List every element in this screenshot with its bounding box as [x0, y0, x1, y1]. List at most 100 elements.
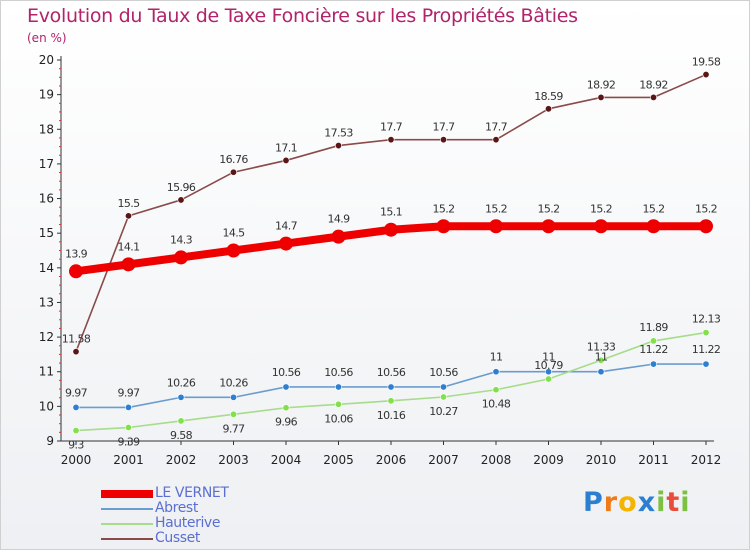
data-point — [334, 142, 342, 150]
data-label: 10.16 — [377, 409, 406, 422]
data-point — [125, 212, 133, 220]
x-tick-label: 2009 — [533, 453, 564, 467]
logo-letter: o — [618, 487, 638, 518]
logo-letter: i — [680, 487, 691, 518]
data-point — [177, 393, 185, 401]
data-label: 10.48 — [482, 398, 511, 411]
data-point — [597, 93, 605, 101]
legend-swatch — [101, 490, 153, 498]
x-tick-label: 2005 — [323, 453, 354, 467]
data-point — [334, 383, 342, 391]
x-tick-label: 2001 — [113, 453, 144, 467]
data-label: 17.7 — [380, 121, 403, 134]
y-tick-label: 16 — [39, 192, 54, 206]
data-point — [492, 368, 500, 376]
data-point — [230, 393, 238, 401]
data-point — [492, 136, 500, 144]
x-tick-label: 2003 — [218, 453, 249, 467]
data-label: 15.2 — [537, 202, 559, 215]
data-point — [387, 383, 395, 391]
data-point — [282, 404, 290, 412]
x-tick-label: 2011 — [638, 453, 669, 467]
y-tick-label: 10 — [39, 399, 54, 413]
data-label: 10.56 — [272, 366, 301, 379]
proxiti-logo: Proxiti — [583, 487, 691, 518]
data-label: 14.9 — [327, 213, 350, 226]
y-tick-label: 9 — [46, 434, 54, 448]
data-label: 9.3 — [68, 439, 84, 452]
y-tick-label: 18 — [39, 122, 54, 136]
data-label: 10.06 — [324, 412, 353, 425]
data-label: 15.2 — [485, 202, 507, 215]
data-label: 11.22 — [639, 343, 668, 356]
data-label: 15.2 — [590, 202, 612, 215]
data-label: 9.97 — [65, 386, 88, 399]
data-point — [331, 229, 346, 244]
data-label: 10.56 — [377, 366, 406, 379]
legend-swatch — [101, 523, 153, 525]
data-point — [387, 397, 395, 405]
data-point — [702, 360, 710, 368]
y-tick-label: 17 — [39, 157, 54, 171]
data-point — [282, 383, 290, 391]
data-label: 17.7 — [485, 121, 508, 134]
data-point — [649, 93, 657, 101]
data-point — [279, 236, 293, 251]
data-point — [125, 403, 133, 411]
data-label: 9.77 — [222, 422, 245, 435]
data-label: 9.39 — [117, 435, 140, 448]
data-label: 17.7 — [432, 121, 455, 134]
data-label: 17.53 — [324, 127, 353, 140]
data-label: 15.2 — [432, 202, 454, 215]
data-point — [541, 219, 556, 234]
data-label: 10.26 — [219, 376, 248, 389]
data-label: 18.92 — [587, 78, 616, 91]
data-label: 11.22 — [692, 343, 721, 356]
y-tick-label: 15 — [39, 226, 54, 240]
data-label: 14.5 — [222, 227, 245, 240]
data-point — [439, 393, 447, 401]
y-tick-label: 20 — [39, 53, 54, 67]
legend-label: Abrest — [155, 500, 198, 516]
data-label: 9.58 — [170, 429, 193, 442]
y-tick-label: 19 — [39, 88, 54, 102]
logo-letter: P — [583, 487, 604, 518]
data-point — [702, 329, 710, 337]
logo-letter: t — [666, 487, 681, 518]
data-label: 15.2 — [642, 202, 664, 215]
data-point — [436, 219, 451, 234]
data-label: 15.5 — [117, 197, 140, 210]
data-label: 9.97 — [117, 386, 140, 399]
data-point — [439, 383, 447, 391]
data-point — [439, 136, 447, 144]
data-point — [121, 257, 136, 272]
data-point — [492, 386, 500, 394]
data-label: 17.1 — [275, 141, 297, 154]
data-point — [594, 219, 608, 234]
x-tick-label: 2007 — [428, 453, 459, 467]
legend-label: Hauterive — [155, 515, 221, 531]
data-label: 11.89 — [639, 321, 668, 334]
x-tick-label: 2000 — [61, 453, 92, 467]
data-label: 10.26 — [167, 376, 196, 389]
data-label: 13.9 — [65, 247, 88, 260]
logo-letter: i — [656, 487, 667, 518]
data-point — [489, 219, 503, 234]
chart-title: Evolution du Taux de Taxe Foncière sur l… — [27, 5, 578, 27]
data-point — [646, 219, 661, 234]
data-point — [282, 156, 290, 164]
legend-swatch — [101, 508, 153, 510]
data-label: 11 — [542, 351, 555, 364]
data-label: 18.59 — [534, 90, 563, 103]
data-point — [702, 71, 710, 79]
y-tick-label: 14 — [39, 261, 54, 275]
logo-letter: x — [637, 487, 657, 518]
y-tick-label: 11 — [39, 365, 54, 379]
data-label: 10.56 — [324, 366, 353, 379]
legend-label: LE VERNET — [155, 485, 229, 501]
data-point — [177, 417, 185, 425]
data-point — [69, 264, 83, 279]
data-point — [384, 222, 398, 237]
x-tick-label: 2010 — [586, 453, 617, 467]
